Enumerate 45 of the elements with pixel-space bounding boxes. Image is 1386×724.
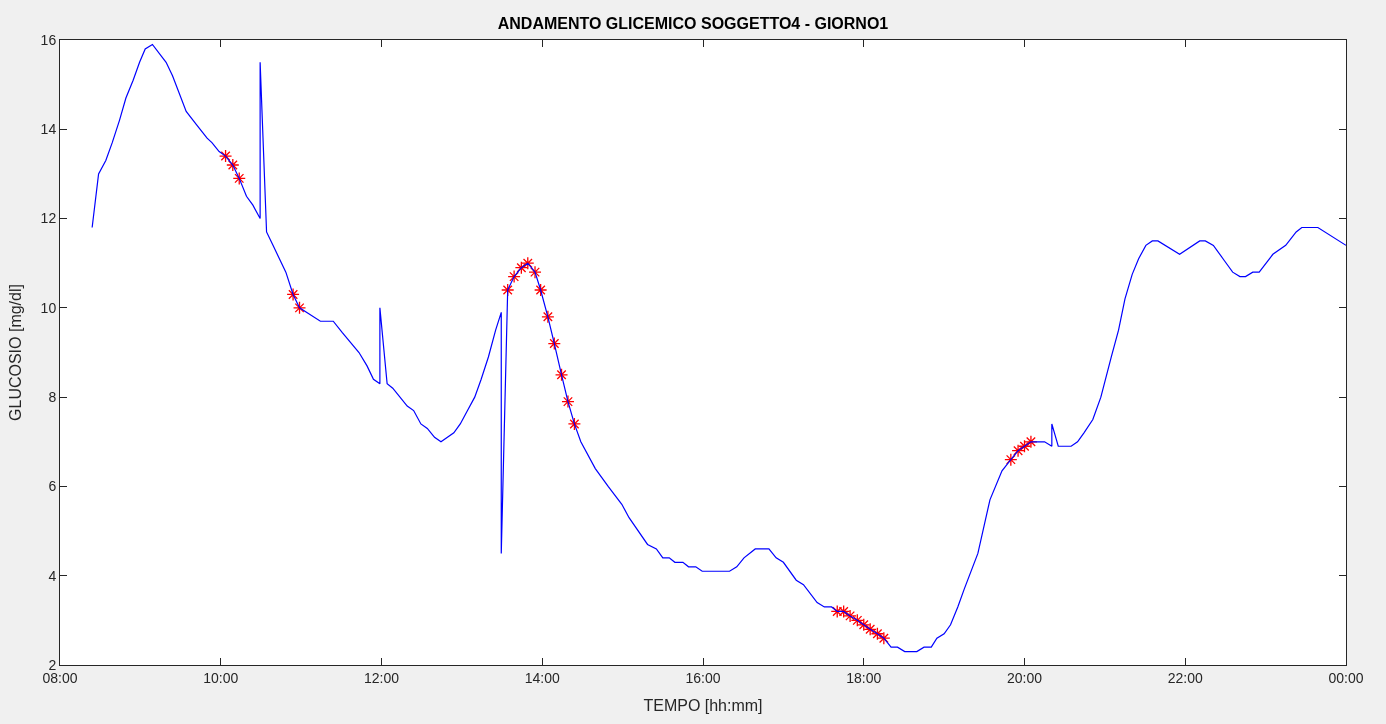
point: [541, 310, 555, 324]
point: [528, 265, 542, 279]
point: [218, 149, 233, 163]
x-tick-label: 22:00: [1167, 669, 1203, 686]
point: [870, 627, 885, 641]
y-tick-label: 14: [40, 121, 57, 138]
y-tick-label: 12: [40, 210, 57, 227]
point: [1011, 444, 1025, 458]
point: [561, 394, 575, 409]
point: [533, 283, 548, 297]
point: [226, 158, 240, 172]
line-series: [91, 43, 1346, 653]
point: [857, 618, 871, 632]
y-axis-title: GLUCOSIO [mg/dl]: [6, 284, 24, 421]
point: [863, 622, 877, 636]
point: [514, 261, 528, 275]
x-tick-label: 16:00: [685, 669, 721, 686]
x-tick-label: 18:00: [846, 669, 882, 686]
point: [501, 283, 515, 297]
y-tick-label: 4: [48, 567, 57, 584]
point: [547, 336, 561, 351]
x-tick-label: 00:00: [1328, 669, 1364, 686]
point: [292, 301, 307, 315]
x-tick-label: 14:00: [524, 669, 560, 686]
chart-title: ANDAMENTO GLICEMICO SOGGETTO4 - GIORNO1: [497, 15, 889, 33]
point: [507, 269, 521, 284]
point: [567, 417, 582, 431]
point: [286, 287, 300, 302]
x-tick-label: 12:00: [363, 669, 400, 686]
point: [554, 368, 569, 382]
point: [877, 631, 891, 645]
y-tick-label: 10: [40, 299, 57, 316]
point: [521, 256, 535, 270]
point: [843, 609, 857, 623]
point: [1024, 435, 1038, 449]
y-tick-label: 8: [48, 389, 57, 406]
point: [850, 613, 864, 628]
x-axis-title: TEMPO [hh:mm]: [643, 697, 763, 715]
point: [1017, 439, 1032, 453]
y-tick-label: 6: [48, 478, 57, 495]
point: [232, 171, 246, 186]
x-tick-label: 10:00: [203, 669, 239, 686]
point: [1004, 452, 1018, 467]
x-tick-label: 20:00: [1006, 669, 1043, 686]
y-tick-label: 16: [40, 31, 57, 48]
